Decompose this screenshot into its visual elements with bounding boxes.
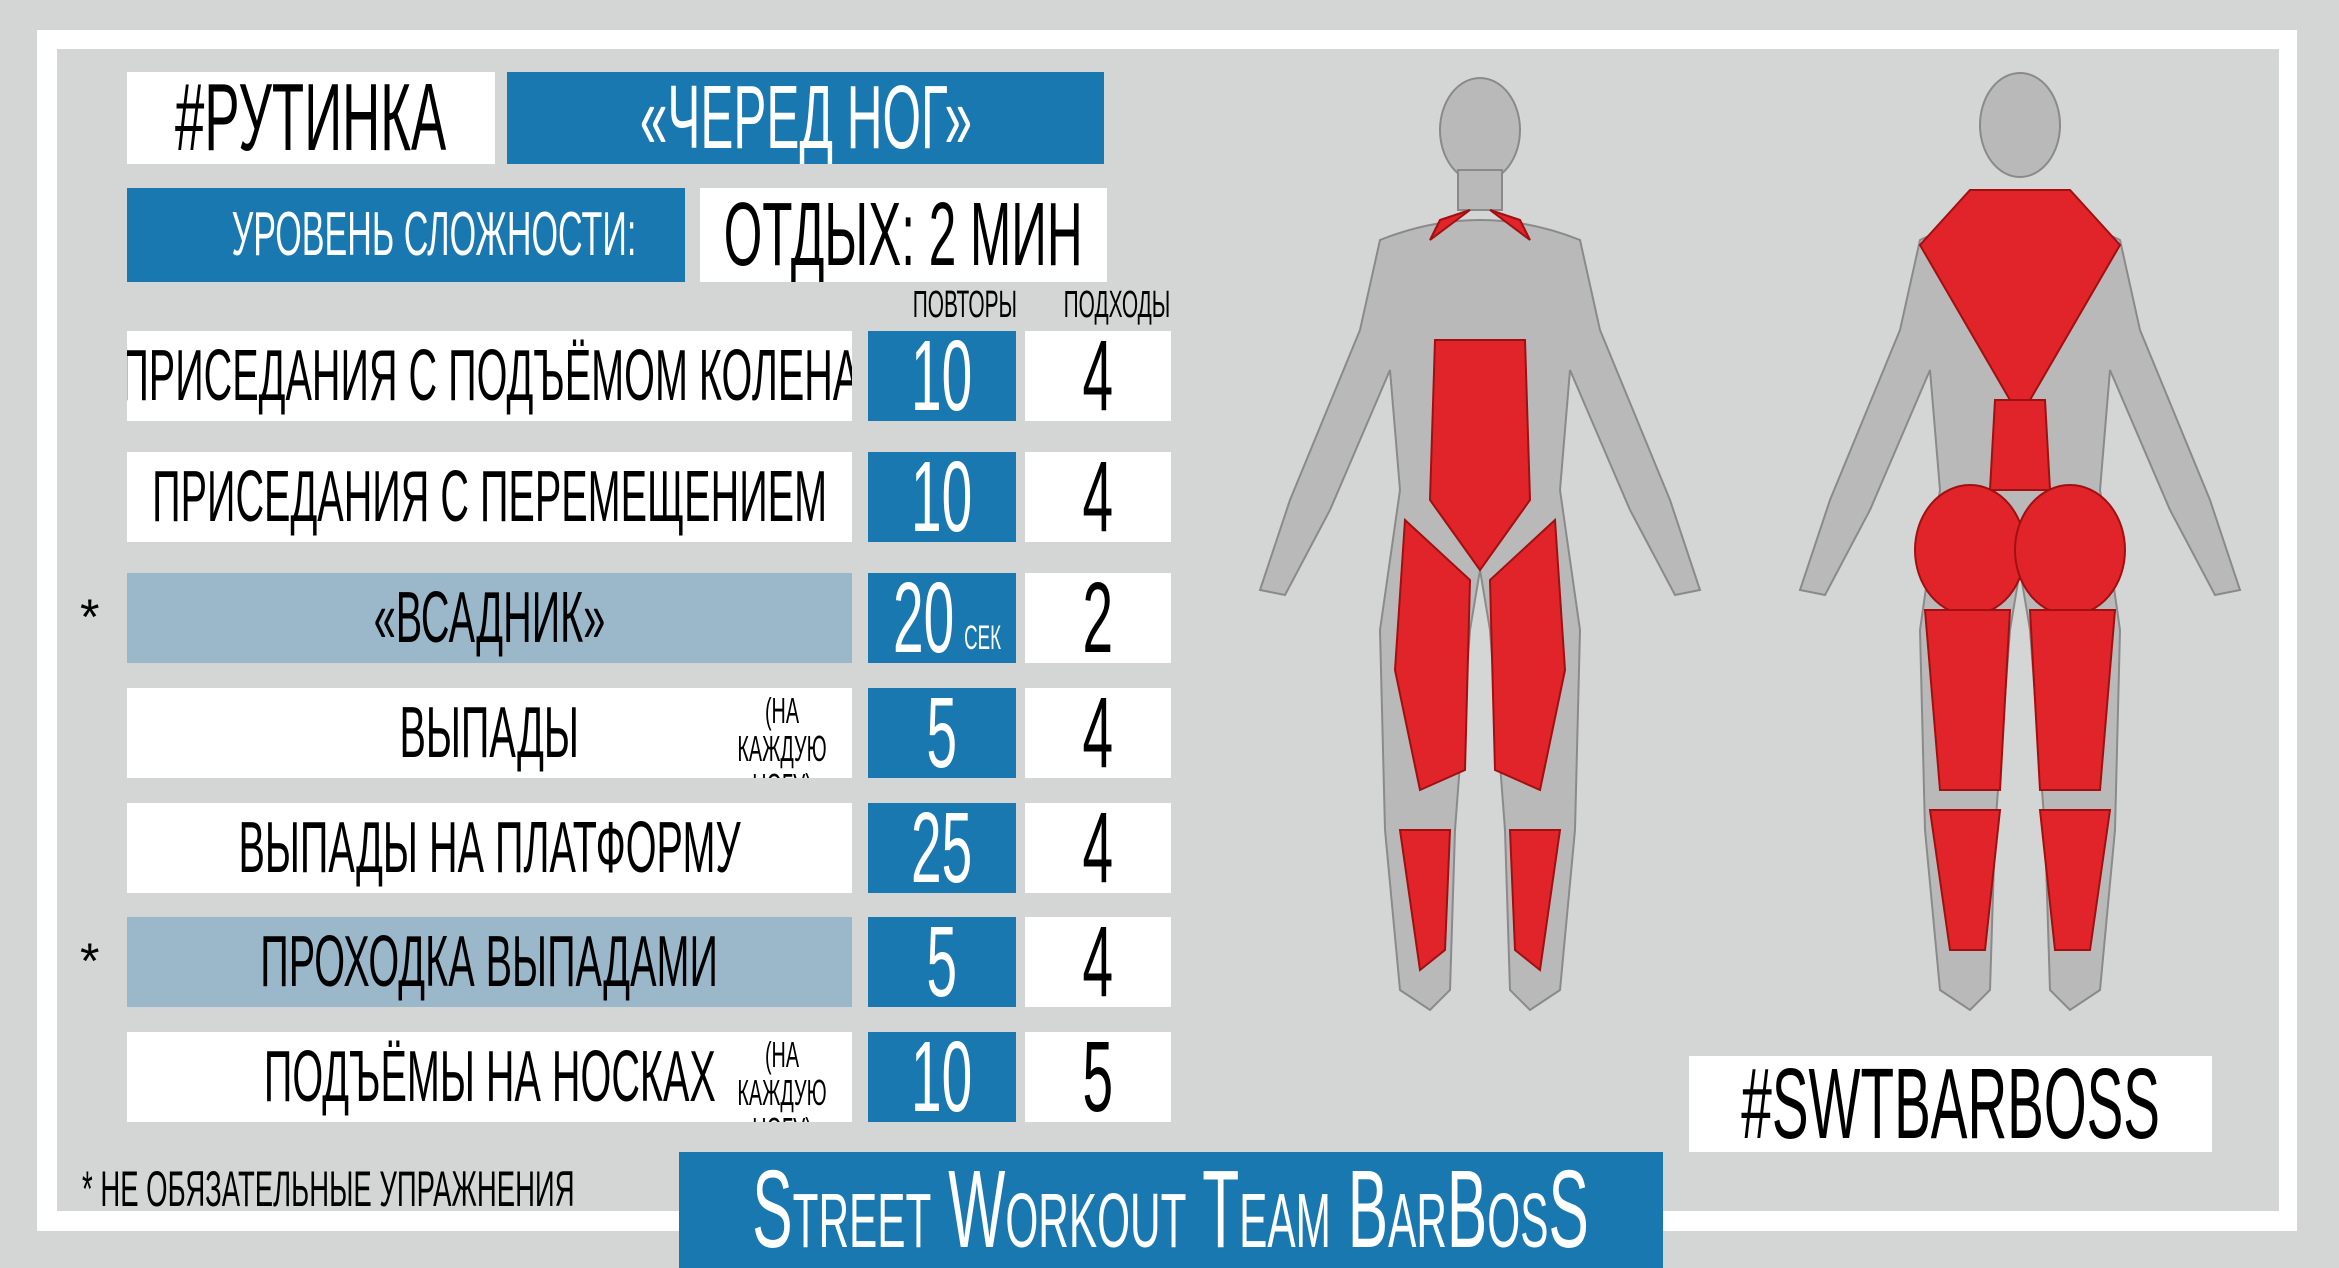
team-name: Street Workout Team BarBosS [752,1152,1590,1268]
hamstring-muscle-right [2028,609,2117,791]
sets-cell: 4 [1025,688,1171,778]
sets-cell: 4 [1025,917,1171,1007]
neck-muscle [1429,209,1531,241]
exercise-name-cell: ВЫПАДЫ НА ПЛАТФОРМУ [127,803,852,893]
reps-value: 10 [911,1032,973,1122]
sets-header-text: ПОДХОДЫ [1063,284,1171,326]
reps-header-text: ПОВТОРЫ [912,284,1018,326]
exercise-name: ВЫПАДЫ [399,693,580,773]
hashtag-title: #РУТИНКА [127,72,495,164]
optional-asterisk: * [80,933,100,989]
reps-value: 5 [926,688,958,778]
reps-cell: 10 [868,452,1016,542]
sets-value: 4 [1082,688,1114,778]
glute-muscle-right [2014,484,2126,616]
front-thigh-muscle-left [1393,517,1472,792]
calf-muscle-left [1928,809,2002,951]
exercise-name-cell: ПРИСЕДАНИЯ С ПЕРЕМЕЩЕНИЕМ [127,452,852,542]
reps-unit: СЕК [964,619,1002,657]
exercise-name-cell: ВЫПАДЫ (НА КАЖДУЮ НОГУ) [127,688,852,778]
exercise-name-cell: ПРИСЕДАНИЯ С ПОДЪЁМОМ КОЛЕНА [127,331,852,421]
sets-value: 4 [1082,331,1114,421]
hashtag-text: #РУТИНКА [175,72,447,164]
exercise-name: «ВСАДНИК» [373,578,606,658]
shin-muscle-right [1508,829,1562,972]
reps-cell: 5 [868,917,1016,1007]
reps-value: 20 [892,573,955,663]
optional-asterisk: * [80,589,100,645]
sets-column-header: ПОДХОДЫ [1020,284,1175,327]
reps-value: 10 [911,331,973,421]
routine-name: «ЧЕРЕД НОГ» [507,72,1104,164]
footnote: * НЕ ОБЯЗАТЕЛЬНЫЕ УПРАЖНЕНИЯ [82,1160,978,1218]
exercise-name-cell: «ВСАДНИК» [127,573,852,663]
reps-value: 5 [926,917,958,1007]
sets-cell: 4 [1025,331,1171,421]
front-thigh-muscle-right [1488,517,1567,792]
reps-cell: 10 [868,331,1016,421]
difficulty-level: УРОВЕНЬ СЛОЖНОСТИ:I [127,188,685,282]
rest-time: ОТДЫХ: 2 МИН [700,188,1107,282]
reps-cell: 25 [868,803,1016,893]
exercise-name: ВЫПАДЫ НА ПЛАТФОРМУ [238,808,741,888]
sets-cell: 4 [1025,452,1171,542]
sets-value: 4 [1082,917,1114,1007]
rest-text: ОТДЫХ: 2 МИН [724,188,1083,282]
sets-value: 4 [1082,803,1114,893]
reps-cell: 20 СЕК [868,573,1016,663]
hamstring-muscle-left [1923,609,2012,791]
exercise-name-cell: ПРОХОДКА ВЫПАДАМИ [127,917,852,1007]
exercise-note: (НА КАЖДУЮ НОГУ) [737,1034,827,1122]
reps-column-header: ПОВТОРЫ [870,284,1018,327]
sets-cell: 2 [1025,573,1171,663]
reps-cell: 10 [868,1032,1016,1122]
exercise-name: ПРИСЕДАНИЯ С ПЕРЕМЕЩЕНИЕМ [152,457,827,537]
sets-cell: 4 [1025,803,1171,893]
calf-muscle-right [2038,809,2112,951]
footnote-text: * НЕ ОБЯЗАТЕЛЬНЫЕ УПРАЖНЕНИЯ [82,1161,575,1217]
shin-muscle-left [1398,829,1452,972]
level-label: УРОВЕНЬ СЛОЖНОСТИ: [231,200,637,269]
abs-muscle [1428,339,1532,572]
exercise-name: ПОДЪЁМЫ НА НОСКАХ [263,1037,716,1117]
exercise-name: ПРОХОДКА ВЫПАДАМИ [260,922,719,1002]
glute-muscle-left [1914,484,2026,616]
exercise-note: (НА КАЖДУЮ НОГУ) [737,690,827,778]
brand-hashtag-text: #SWTBARBOSS [1741,1056,2160,1152]
team-banner: Street Workout Team BarBosS [679,1152,1663,1268]
sets-value: 2 [1082,573,1114,663]
muscle-anatomy-figures [1258,72,2242,1012]
reps-cell: 5 [868,688,1016,778]
sets-value: 4 [1082,452,1114,542]
sets-cell: 5 [1025,1032,1171,1122]
back-body-figure [1798,72,2242,1012]
reps-value: 25 [911,803,973,893]
brand-hashtag: #SWTBARBOSS [1689,1056,2212,1152]
routine-name-text: «ЧЕРЕД НОГ» [639,72,972,164]
lower-back-muscle [1988,399,2052,491]
exercise-name: ПРИСЕДАНИЯ С ПОДЪЁМОМ КОЛЕНА [127,336,852,416]
sets-value: 5 [1082,1032,1114,1122]
reps-value: 10 [911,452,973,542]
front-body-figure [1258,77,1702,1012]
exercise-name-cell: ПОДЪЁМЫ НА НОСКАХ (НА КАЖДУЮ НОГУ) [127,1032,852,1122]
